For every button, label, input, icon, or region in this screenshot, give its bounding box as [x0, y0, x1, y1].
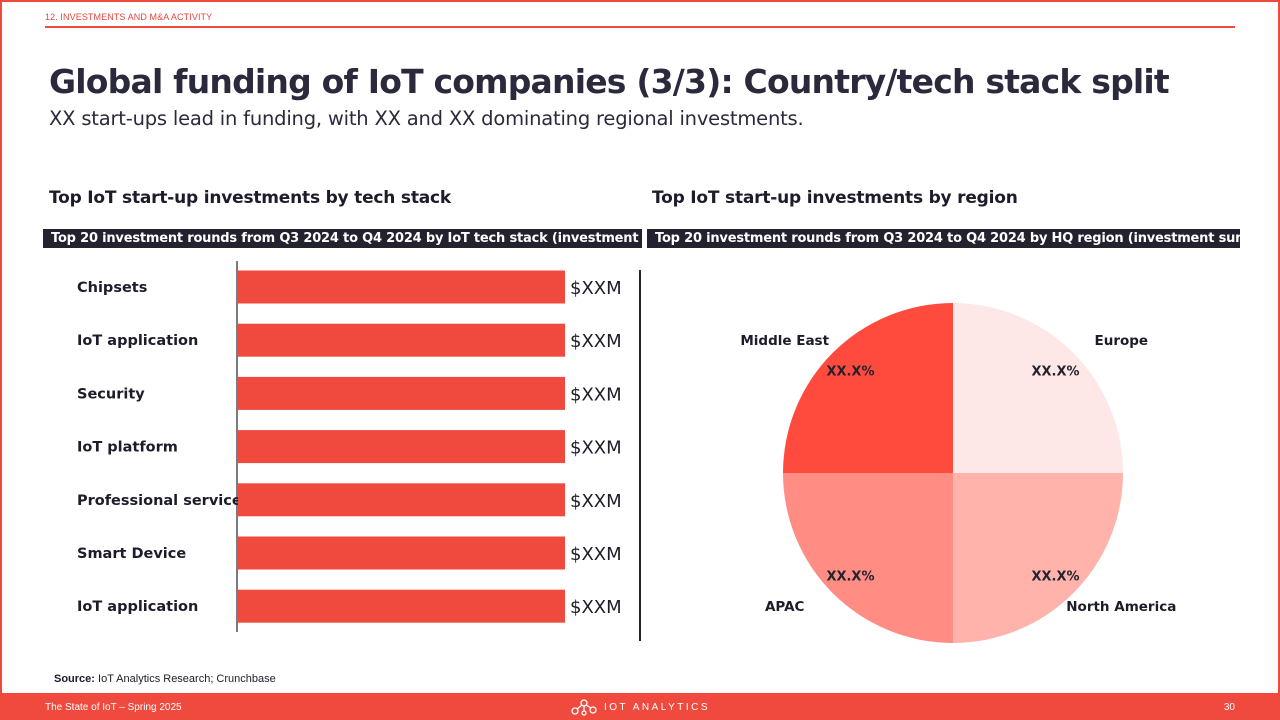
bar: [238, 536, 565, 570]
tech-stack-panel-title: Top IoT start-up investments by tech sta…: [49, 188, 452, 208]
bar-category-label: Security: [77, 386, 145, 402]
bar: [238, 483, 565, 517]
pie-value-label: XX.X%: [1032, 570, 1080, 585]
page-subtitle: XX start-ups lead in funding, with XX an…: [49, 107, 804, 130]
brand-name: IOT ANALYTICS: [604, 701, 711, 713]
bar-value-label: $XXM: [570, 438, 622, 459]
bar-category-label: IoT application: [77, 599, 198, 615]
source-text: IoT Analytics Research; Crunchbase: [98, 673, 276, 685]
panel-divider: [639, 270, 641, 641]
pie-value-label: XX.X%: [1032, 364, 1080, 379]
region-pie-chart: XX.X% Europe XX.X% North America XX.X% APAC XX…: [740, 303, 1176, 643]
pie-value-label: XX.X%: [826, 364, 874, 379]
bar: [238, 376, 565, 410]
bar-value-label: $XXM: [570, 544, 622, 565]
brand-logo-icon: [571, 699, 597, 716]
pie-category-label: Europe: [1094, 333, 1148, 349]
pie-slice: [783, 303, 953, 473]
bar-value-label: $XXM: [570, 331, 622, 352]
section-rule: [45, 26, 1235, 28]
tech-stack-bar-chart: Chipsets $XXM IoT application $XXM Security $…: [77, 261, 622, 632]
tech-stack-banner: Top 20 investment rounds from Q3 2024 to…: [43, 229, 642, 248]
bar-value-label: $XXM: [570, 384, 622, 405]
region-panel-title: Top IoT start-up investments by region: [652, 188, 1018, 208]
bar-value-label: $XXM: [570, 278, 622, 299]
bar: [238, 323, 565, 357]
pie-value-label: XX.X%: [826, 570, 874, 585]
section-label: 12. INVESTMENTS AND M&A ACTIVITY: [45, 12, 213, 22]
bar-category-label: Chipsets: [77, 280, 147, 296]
source-note: Source: IoT Analytics Research; Crunchba…: [54, 673, 276, 685]
bar-value-label: $XXM: [570, 597, 622, 618]
pie-category-label: North America: [1066, 599, 1176, 615]
bar: [238, 430, 565, 464]
region-banner: Top 20 investment rounds from Q3 2024 to…: [647, 229, 1240, 248]
bar-value-label: $XXM: [570, 491, 622, 512]
bar-category-label: Professional services: [77, 493, 250, 509]
bar-category-label: IoT application: [77, 333, 198, 349]
bar-category-label: IoT platform: [77, 440, 178, 456]
bar: [238, 270, 565, 304]
footer-brand: IOT ANALYTICS: [570, 697, 710, 717]
page-number: 30: [1223, 702, 1235, 713]
pie-slice: [953, 303, 1123, 473]
footer-report-name: The State of IoT – Spring 2025: [45, 702, 182, 713]
bar-category-label: Smart Device: [77, 546, 186, 562]
pie-category-label: APAC: [765, 599, 805, 615]
source-prefix: Source:: [54, 673, 95, 685]
pie-slice: [783, 473, 953, 643]
page-title: Global funding of IoT companies (3/3): C…: [49, 62, 1170, 101]
bar: [238, 589, 565, 623]
footer-bar: The State of IoT – Spring 2025 IOT ANALY…: [0, 693, 1280, 720]
pie-category-label: Middle East: [740, 333, 829, 349]
pie-slice: [953, 473, 1123, 643]
